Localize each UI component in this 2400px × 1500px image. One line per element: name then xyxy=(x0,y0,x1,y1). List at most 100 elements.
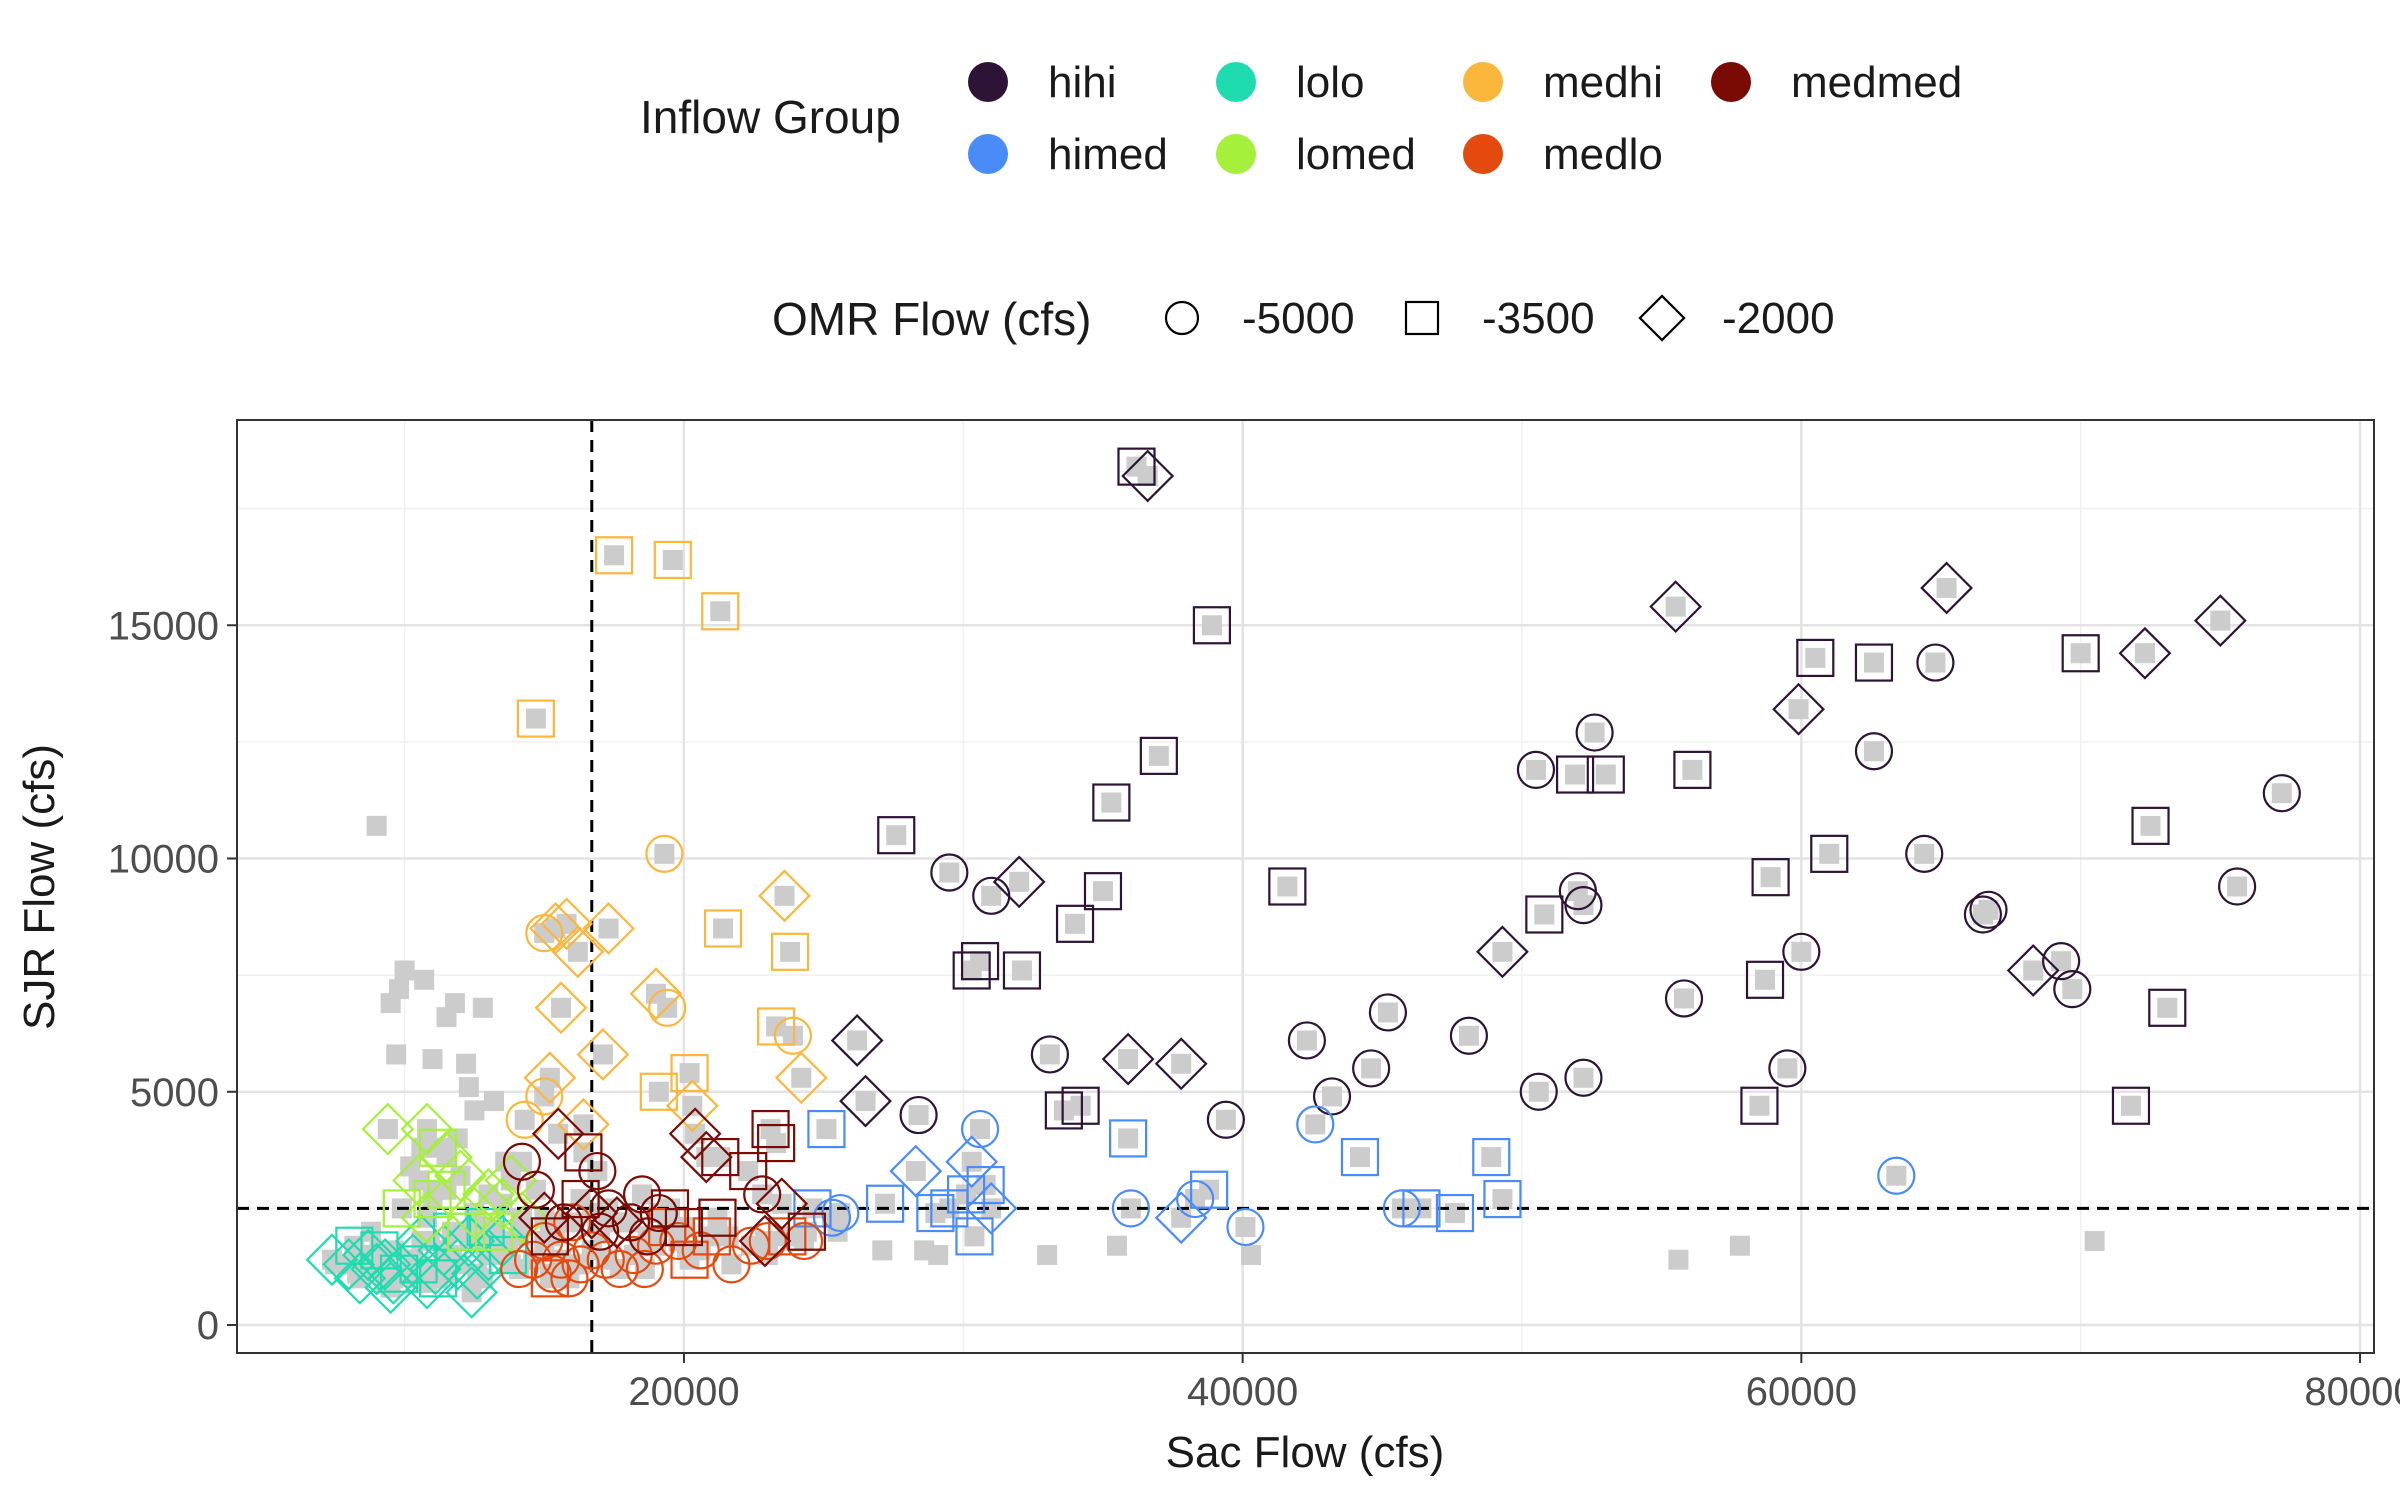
point-hihi xyxy=(1121,449,1175,503)
point-himed xyxy=(1109,1119,1148,1158)
point-lolo xyxy=(400,1256,454,1310)
point-medhi xyxy=(582,902,635,955)
background-point xyxy=(1171,1053,1192,1074)
point-hihi xyxy=(839,1074,892,1128)
background-point xyxy=(1148,745,1169,766)
background-point xyxy=(464,1100,485,1121)
point-hihi xyxy=(2148,988,2187,1027)
background-point xyxy=(648,1081,669,1102)
point-himed xyxy=(955,1217,994,1256)
point-medmed xyxy=(668,1107,722,1161)
background-point xyxy=(456,1053,477,1074)
point-himed xyxy=(1877,1156,1916,1195)
point-lolo xyxy=(399,1245,438,1284)
y-axis: 0 5000 10000 15000 xyxy=(108,604,237,1348)
point-hihi xyxy=(1740,1086,1779,1125)
background-point xyxy=(855,1091,876,1112)
point-hihi xyxy=(830,1014,884,1067)
point-lolo xyxy=(462,1228,515,1282)
background-point xyxy=(511,1207,532,1228)
background-point xyxy=(483,1091,504,1112)
background-point xyxy=(1118,1128,1139,1149)
point-lomed xyxy=(361,1102,415,1156)
y-tick-label: 0 xyxy=(197,1304,219,1348)
background-point xyxy=(1171,1207,1192,1228)
point-hihi xyxy=(1154,1037,1208,1091)
x-axis-title: Sac Flow (cfs) xyxy=(1166,1428,1445,1477)
point-hihi xyxy=(1139,736,1178,775)
point-himed xyxy=(807,1109,846,1149)
background-point xyxy=(1777,1058,1798,1079)
background-point xyxy=(875,1193,896,1214)
point-medmed xyxy=(578,1151,617,1191)
point-medhi xyxy=(758,869,811,923)
point-himed xyxy=(812,1198,852,1237)
point-hihi xyxy=(2061,634,2100,673)
background-point xyxy=(1525,759,1546,780)
background-point xyxy=(1458,1025,1479,1046)
point-hihi xyxy=(2111,1086,2151,1125)
point-hihi xyxy=(1564,1058,1603,1097)
background-point xyxy=(447,1128,468,1149)
y-tick-label: 5000 xyxy=(130,1071,219,1115)
point-hihi xyxy=(1916,643,1955,682)
legend-label-himed: himed xyxy=(1048,130,1168,179)
point-medmed xyxy=(650,1189,690,1228)
y-axis-title: SJR Flow (cfs) xyxy=(15,744,64,1030)
point-hihi xyxy=(1575,713,1614,752)
point-hihi xyxy=(1963,895,2003,934)
background-point xyxy=(1377,1002,1398,1023)
point-hihi xyxy=(1449,1016,1489,1055)
point-hihi xyxy=(1206,1100,1245,1139)
point-hihi xyxy=(1772,682,1825,736)
background-point xyxy=(939,862,960,883)
point-hihi xyxy=(1476,925,1529,979)
background-point xyxy=(1361,1058,1382,1079)
point-hihi xyxy=(1092,783,1131,822)
point-himed xyxy=(1435,1193,1475,1233)
point-hihi xyxy=(1368,993,1408,1032)
background-point xyxy=(816,1119,837,1140)
background-point xyxy=(632,1184,653,1205)
point-medlo xyxy=(500,1249,539,1289)
point-lomed xyxy=(413,1179,452,1219)
background-point xyxy=(1528,1081,1549,1102)
point-medhi xyxy=(639,1072,678,1111)
point-medhi xyxy=(645,834,684,873)
background-point xyxy=(905,1161,926,1182)
background-point xyxy=(1199,1179,1220,1200)
legend-label-lomed: lomed xyxy=(1296,130,1416,179)
point-lomed xyxy=(400,1191,454,1245)
background-point xyxy=(1863,652,1884,673)
point-medmed xyxy=(544,1203,583,1242)
point-medhi xyxy=(653,540,692,580)
background-point xyxy=(752,1184,773,1205)
point-medmed xyxy=(698,1198,737,1237)
background-point xyxy=(366,815,387,836)
point-himed xyxy=(1154,1191,1208,1245)
background-point xyxy=(1305,1114,1326,1135)
point-hihi xyxy=(1564,886,1603,925)
background-point xyxy=(1106,1235,1127,1256)
background-point xyxy=(1565,764,1586,785)
background-point xyxy=(1349,1147,1370,1168)
point-himed xyxy=(793,1189,832,1228)
x-tick-label: 20000 xyxy=(628,1370,739,1414)
background-point xyxy=(1322,1086,1343,1107)
background-point xyxy=(1201,615,1222,636)
background-point xyxy=(710,601,731,622)
series-hihi xyxy=(830,447,2301,1139)
point-hihi xyxy=(1030,1035,1069,1074)
data-points xyxy=(305,447,2301,1319)
point-hihi xyxy=(1905,834,1944,873)
point-lomed xyxy=(427,1170,466,1209)
point-hihi xyxy=(1044,1091,1083,1130)
point-medmed xyxy=(517,1191,571,1245)
background-point xyxy=(1039,1044,1060,1065)
point-hihi xyxy=(1664,979,1704,1018)
point-lomed xyxy=(446,1212,486,1251)
series-himed xyxy=(793,1105,1916,1256)
background-point xyxy=(774,885,795,906)
point-hihi xyxy=(2006,944,2060,997)
background-point xyxy=(1665,596,1686,617)
